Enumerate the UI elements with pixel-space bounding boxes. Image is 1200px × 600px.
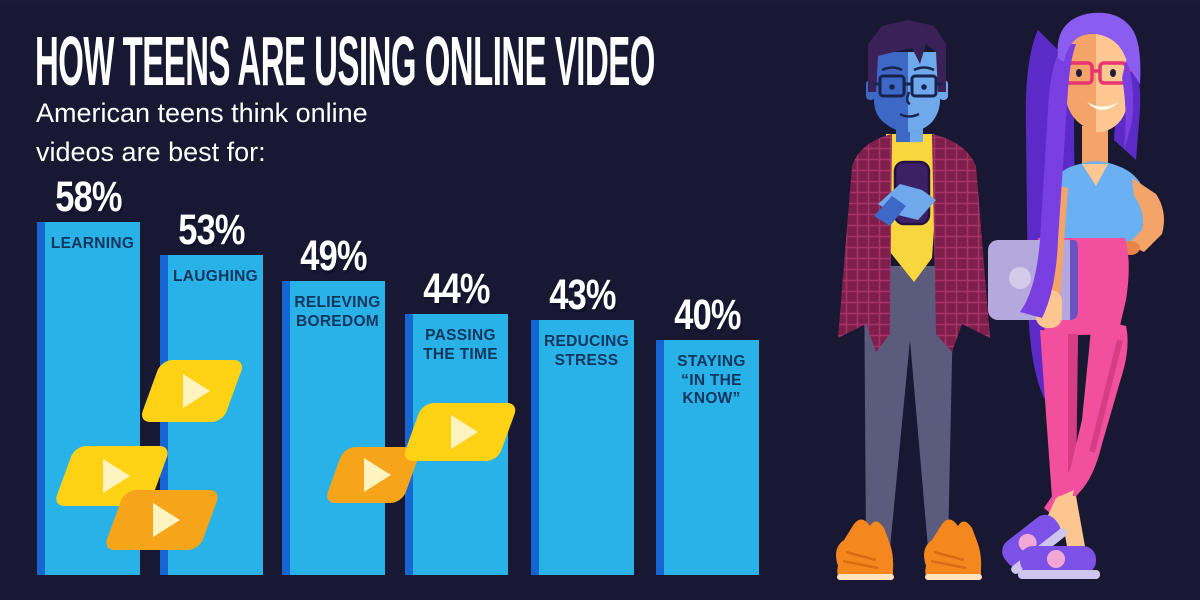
- bar-group: 40% STAYING “IN THE KNOW”: [656, 288, 759, 575]
- bar-category-label: REDUCING STRESS: [543, 333, 630, 369]
- bar-group: 49% RELIEVING BOREDOM: [282, 229, 385, 575]
- bar-value-label: 49%: [300, 232, 367, 280]
- page-subtitle: American teens think online videos are b…: [36, 94, 368, 172]
- boy-sneaker-left: [836, 519, 894, 580]
- girl-chest: [1082, 164, 1108, 186]
- girl-hair-front: [1020, 44, 1076, 318]
- boy-sneaker-right: [924, 519, 982, 580]
- boy-nose-mouth: [899, 91, 920, 118]
- bar-category-label: LAUGHING: [172, 268, 259, 285]
- bar-edge: [37, 222, 45, 575]
- bar-category-label: LEARNING: [50, 235, 135, 252]
- bar-edge: [656, 340, 664, 575]
- subtitle-line-2: videos are best for:: [36, 137, 266, 168]
- bar-value-label: 40%: [674, 291, 741, 339]
- bar-value-label: 44%: [423, 265, 490, 313]
- boy-jacket-right: [932, 134, 990, 352]
- boy-jacket-left: [838, 134, 892, 352]
- bar-category-label: STAYING “IN THE KNOW”: [677, 353, 746, 408]
- bar-group: 58% LEARNING: [37, 170, 140, 575]
- bar: STAYING “IN THE KNOW”: [656, 340, 759, 575]
- girl-sneaker-flat: [1018, 546, 1100, 579]
- girl-leg-crossed-shade: [1089, 339, 1123, 453]
- girl-eye-left: [1076, 69, 1082, 77]
- boy-face-light: [908, 52, 940, 132]
- bar-edge: [282, 281, 290, 575]
- bar: REDUCING STRESS: [531, 320, 634, 575]
- top-accent-band: [0, 0, 1200, 5]
- bar-value-label: 58%: [55, 173, 122, 221]
- play-triangle-icon: [182, 374, 210, 408]
- bar: RELIEVING BOREDOM: [282, 281, 385, 575]
- girl-arm-right: [1128, 178, 1164, 252]
- girl-figure: [988, 12, 1164, 579]
- bar-value-label: 43%: [549, 271, 616, 319]
- bar-edge: [531, 320, 539, 575]
- play-triangle-icon: [152, 503, 180, 537]
- girl-leg-crossed: [1044, 318, 1128, 520]
- girl-hair-strand: [1122, 60, 1134, 150]
- boy-hand-left: [874, 196, 906, 226]
- girl-smile: [1087, 102, 1119, 110]
- girl-ankle-straight: [1058, 496, 1086, 552]
- boy-eyebrows: [881, 66, 935, 72]
- boy-hair: [868, 20, 946, 92]
- bar-category-label: RELIEVING BOREDOM: [294, 294, 381, 330]
- page-title: HOW TEENS ARE USING ONLINE VIDEO: [35, 26, 1200, 96]
- boy-glasses-icon: [873, 74, 943, 98]
- page-title-text: HOW TEENS ARE USING ONLINE VIDEO: [35, 22, 655, 100]
- bar-category-label: PASSING THE TIME: [423, 327, 498, 363]
- play-triangle-icon: [450, 415, 478, 449]
- girl-top: [1044, 161, 1146, 250]
- boy-eye-left: [889, 84, 895, 90]
- boy-figure: [836, 20, 990, 580]
- girl-eye-right: [1110, 69, 1116, 77]
- bar-value-label: 53%: [178, 206, 245, 254]
- play-triangle-icon: [102, 459, 130, 493]
- girl-neck: [1082, 126, 1108, 168]
- girl-hair-fringe: [1057, 12, 1141, 84]
- subtitle-line-1: American teens think online: [36, 98, 368, 128]
- play-triangle-icon: [363, 458, 391, 492]
- bar-group: 43% REDUCING STRESS: [531, 268, 634, 575]
- boy-eye-right: [921, 84, 927, 90]
- teens-illustration: [836, 12, 1164, 580]
